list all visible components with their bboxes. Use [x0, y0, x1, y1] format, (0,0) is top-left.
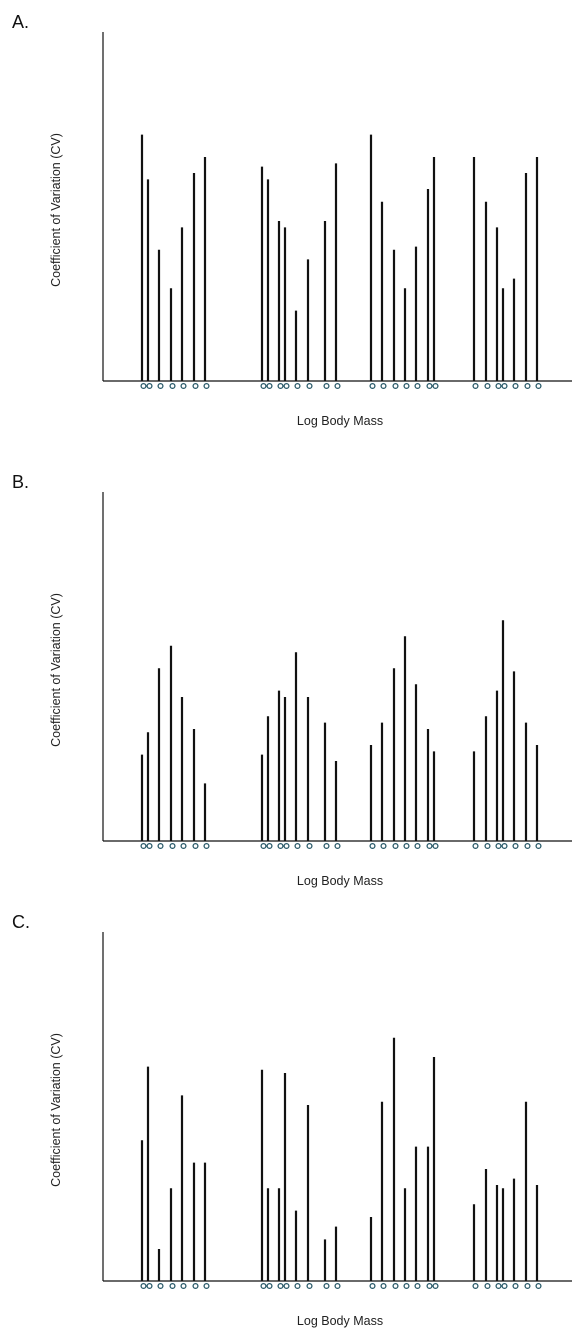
x-marker-a-g1-5 [180, 382, 187, 390]
x-marker-a-g2-5 [294, 382, 301, 390]
x-marker-b-g3-1 [369, 842, 376, 850]
x-marker-b-g1-6 [192, 842, 199, 850]
x-marker-c-g2-8 [334, 1282, 341, 1290]
x-marker-b-g3-5 [414, 842, 421, 850]
x-marker-a-g4-2 [484, 382, 491, 390]
x-marker-a-g2-3 [277, 382, 284, 390]
x-marker-b-g1-5 [180, 842, 187, 850]
bar-chart-b [102, 492, 572, 850]
bar-chart-c [102, 932, 572, 1290]
x-marker-b-g2-4 [283, 842, 290, 850]
x-marker-b-g2-7 [323, 842, 330, 850]
bar-chart-a [102, 32, 572, 390]
x-marker-a-g1-4 [169, 382, 176, 390]
chart-panel-c: C. Coefficient of Variation (CV) Log Bod… [0, 900, 572, 1340]
x-marker-b-g4-5 [512, 842, 519, 850]
x-marker-a-g2-8 [334, 382, 341, 390]
x-marker-a-g4-6 [524, 382, 531, 390]
x-marker-c-g1-6 [192, 1282, 199, 1290]
x-marker-c-g2-7 [323, 1282, 330, 1290]
x-marker-c-g4-1 [472, 1282, 479, 1290]
x-marker-a-g2-2 [266, 382, 273, 390]
x-marker-c-g1-1 [140, 1282, 147, 1290]
x-marker-a-g1-2 [146, 382, 153, 390]
x-marker-c-g4-5 [512, 1282, 519, 1290]
x-marker-a-g2-7 [323, 382, 330, 390]
x-marker-b-g2-6 [306, 842, 313, 850]
x-marker-b-g1-3 [157, 842, 164, 850]
x-marker-a-g1-3 [157, 382, 164, 390]
x-marker-b-g4-4 [501, 842, 508, 850]
x-marker-b-g2-2 [266, 842, 273, 850]
x-marker-b-g3-2 [380, 842, 387, 850]
x-marker-b-g1-1 [140, 842, 147, 850]
x-marker-b-g1-2 [146, 842, 153, 850]
panel-label-a: A. [12, 12, 30, 32]
x-marker-b-g2-8 [334, 842, 341, 850]
x-marker-c-g2-5 [294, 1282, 301, 1290]
x-marker-c-g3-6 [426, 1282, 433, 1290]
x-marker-a-g3-2 [380, 382, 387, 390]
chart-panel-b: B. Coefficient of Variation (CV) Log Bod… [0, 460, 572, 900]
x-axis-label-b: Log Body Mass [296, 874, 384, 888]
x-marker-b-g2-5 [294, 842, 301, 850]
x-axis-label-a: Log Body Mass [296, 414, 384, 428]
x-marker-c-g2-3 [277, 1282, 284, 1290]
x-marker-a-g3-3 [392, 382, 399, 390]
x-marker-c-g2-1 [260, 1282, 267, 1290]
panel-label-b: B. [12, 472, 30, 492]
x-marker-c-g3-3 [392, 1282, 399, 1290]
x-marker-c-g1-3 [157, 1282, 164, 1290]
x-marker-a-g3-7 [432, 382, 439, 390]
x-marker-c-g3-1 [369, 1282, 376, 1290]
x-marker-b-g4-2 [484, 842, 491, 850]
x-marker-a-g1-1 [140, 382, 147, 390]
x-axis-label-c: Log Body Mass [296, 1314, 384, 1328]
x-marker-c-g3-4 [403, 1282, 410, 1290]
x-marker-c-g1-2 [146, 1282, 153, 1290]
x-marker-c-g4-7 [535, 1282, 542, 1290]
x-marker-a-g3-5 [414, 382, 421, 390]
x-marker-c-g4-3 [495, 1282, 502, 1290]
x-marker-c-g2-6 [306, 1282, 313, 1290]
x-marker-a-g4-5 [512, 382, 519, 390]
x-marker-b-g2-3 [277, 842, 284, 850]
x-marker-a-g1-7 [203, 382, 210, 390]
x-marker-b-g3-6 [426, 842, 433, 850]
chart-panel-a: A. Coefficient of Variation (CV) Log Bod… [0, 0, 572, 440]
x-marker-a-g2-4 [283, 382, 290, 390]
x-marker-c-g2-4 [283, 1282, 290, 1290]
x-marker-c-g4-6 [524, 1282, 531, 1290]
x-marker-b-g3-7 [432, 842, 439, 850]
x-marker-b-g3-4 [403, 842, 410, 850]
x-marker-b-g4-6 [524, 842, 531, 850]
x-marker-b-g1-4 [169, 842, 176, 850]
x-marker-a-g3-4 [403, 382, 410, 390]
panel-label-c: C. [12, 912, 30, 932]
x-marker-a-g2-1 [260, 382, 267, 390]
x-marker-c-g4-2 [484, 1282, 491, 1290]
x-marker-b-g4-3 [495, 842, 502, 850]
x-marker-b-g4-1 [472, 842, 479, 850]
x-marker-b-g1-7 [203, 842, 210, 850]
x-marker-c-g4-4 [501, 1282, 508, 1290]
x-marker-c-g3-5 [414, 1282, 421, 1290]
x-marker-b-g2-1 [260, 842, 267, 850]
x-marker-c-g1-5 [180, 1282, 187, 1290]
x-marker-c-g1-4 [169, 1282, 176, 1290]
x-marker-a-g4-4 [501, 382, 508, 390]
x-marker-b-g4-7 [535, 842, 542, 850]
x-marker-c-g3-7 [432, 1282, 439, 1290]
x-marker-a-g4-1 [472, 382, 479, 390]
x-marker-c-g3-2 [380, 1282, 387, 1290]
x-marker-a-g4-7 [535, 382, 542, 390]
x-marker-a-g1-6 [192, 382, 199, 390]
x-marker-a-g4-3 [495, 382, 502, 390]
x-marker-a-g3-6 [426, 382, 433, 390]
x-marker-c-g2-2 [266, 1282, 273, 1290]
x-marker-a-g3-1 [369, 382, 376, 390]
x-marker-a-g2-6 [306, 382, 313, 390]
x-marker-b-g3-3 [392, 842, 399, 850]
x-marker-c-g1-7 [203, 1282, 210, 1290]
